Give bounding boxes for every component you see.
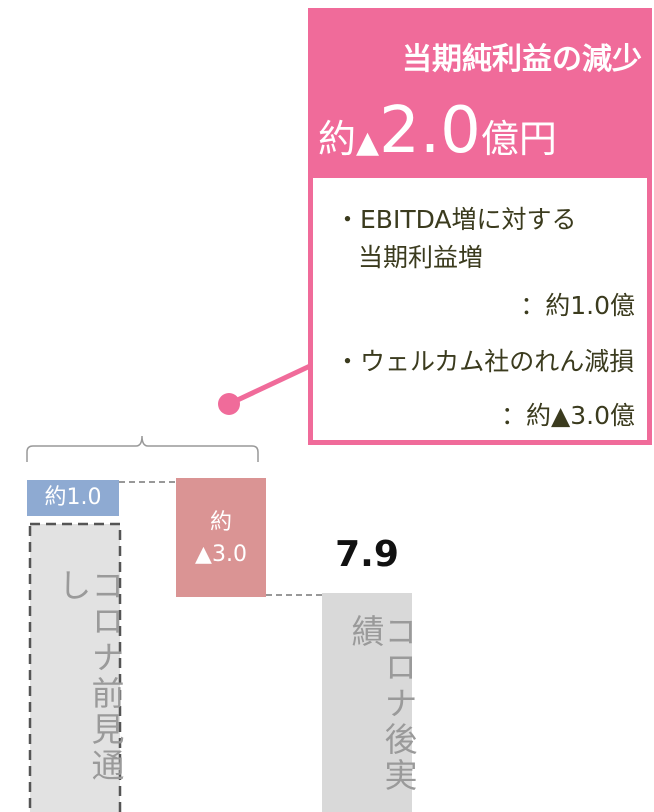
brace [26, 435, 259, 462]
pointer-dot [218, 393, 240, 415]
amount-sign: ▲ [356, 125, 380, 160]
bar-value-label: 7.9 [335, 534, 399, 575]
item-line: ・EBITDA増に対する [335, 205, 577, 234]
bar-result [322, 593, 412, 812]
amount-number: 2.0 [379, 94, 481, 168]
callout-body: ・EBITDA増に対する 当期利益増 ：約1.0億 ・ウェルカム社のれん減損 ：… [313, 178, 647, 440]
bar-increase: 約1.0 [27, 480, 119, 516]
amount-prefix: 約 [318, 117, 357, 161]
callout-title: 当期純利益の減少 [402, 42, 642, 77]
pointer-line [227, 363, 312, 407]
callout-amount: 約▲2.0億円 [318, 94, 557, 168]
amount-unit: 億円 [480, 117, 557, 161]
item-line: ：約1.0億 [520, 291, 635, 320]
bar-caption: コロナ前見通し [53, 568, 125, 784]
item-line: ・ウェルカム社のれん減損 [335, 347, 635, 376]
bar-label: ▲3.0 [195, 542, 247, 567]
callout: 当期純利益の減少 約▲2.0億円 ・EBITDA増に対する 当期利益増 ：約1.… [308, 8, 652, 445]
bar-baseline [28, 522, 122, 812]
item-line: ：約▲3.0億 [501, 401, 635, 430]
bar-caption: コロナ後実績 [346, 614, 418, 794]
item-line: 当期利益増 [358, 243, 484, 272]
bar-decrease: 約 ▲3.0 [176, 478, 266, 597]
bar-label: 約 [209, 510, 232, 535]
